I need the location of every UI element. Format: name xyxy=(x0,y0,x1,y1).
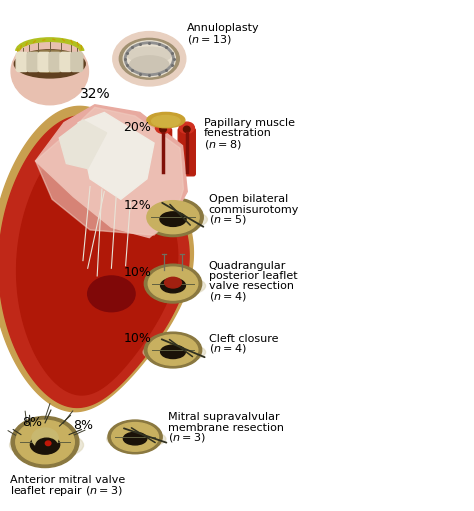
Ellipse shape xyxy=(160,126,166,132)
Ellipse shape xyxy=(9,431,83,459)
Text: 8%: 8% xyxy=(22,415,42,429)
Ellipse shape xyxy=(11,416,79,468)
Ellipse shape xyxy=(113,32,186,86)
Ellipse shape xyxy=(130,56,169,73)
Text: Papillary muscle: Papillary muscle xyxy=(204,118,295,128)
Text: $(n = 13)$: $(n = 13)$ xyxy=(187,33,232,47)
Polygon shape xyxy=(0,106,193,412)
Ellipse shape xyxy=(18,51,82,72)
Ellipse shape xyxy=(46,441,51,446)
Ellipse shape xyxy=(161,278,185,293)
FancyBboxPatch shape xyxy=(155,128,172,176)
Polygon shape xyxy=(17,134,178,395)
Text: $(n = 4)$: $(n = 4)$ xyxy=(209,290,246,303)
Text: posterior leaflet: posterior leaflet xyxy=(209,271,297,281)
Ellipse shape xyxy=(161,345,185,359)
Ellipse shape xyxy=(141,209,207,230)
Polygon shape xyxy=(59,120,107,169)
Ellipse shape xyxy=(108,420,162,454)
Ellipse shape xyxy=(112,423,158,451)
Text: $(n = 3)$: $(n = 3)$ xyxy=(168,431,206,445)
Ellipse shape xyxy=(148,267,198,300)
Polygon shape xyxy=(36,107,183,235)
Ellipse shape xyxy=(143,275,206,296)
Ellipse shape xyxy=(148,335,198,365)
Ellipse shape xyxy=(179,122,194,133)
Ellipse shape xyxy=(127,47,172,63)
Ellipse shape xyxy=(147,112,185,128)
Ellipse shape xyxy=(152,115,180,127)
Polygon shape xyxy=(78,112,154,199)
Ellipse shape xyxy=(155,122,171,133)
Ellipse shape xyxy=(160,212,186,226)
Ellipse shape xyxy=(32,428,58,449)
Text: $(n = 5)$: $(n = 5)$ xyxy=(209,213,246,226)
Polygon shape xyxy=(0,115,189,407)
Text: fenestration: fenestration xyxy=(204,128,272,138)
FancyBboxPatch shape xyxy=(60,52,72,72)
Polygon shape xyxy=(36,105,187,238)
Text: Open bilateral: Open bilateral xyxy=(209,194,288,204)
Text: Anterior mitral valve: Anterior mitral valve xyxy=(10,475,126,485)
Text: $(n = 4)$: $(n = 4)$ xyxy=(209,342,246,355)
FancyBboxPatch shape xyxy=(16,52,28,72)
Ellipse shape xyxy=(143,342,206,362)
Ellipse shape xyxy=(143,198,203,237)
Ellipse shape xyxy=(144,264,201,303)
Text: Mitral supravalvular: Mitral supravalvular xyxy=(168,412,280,423)
Text: 10%: 10% xyxy=(124,266,151,279)
FancyBboxPatch shape xyxy=(27,52,39,72)
Ellipse shape xyxy=(183,126,190,132)
Ellipse shape xyxy=(123,41,175,77)
Text: 8%: 8% xyxy=(73,419,93,432)
Text: commisurotomy: commisurotomy xyxy=(209,204,299,215)
Ellipse shape xyxy=(30,435,60,454)
Text: 20%: 20% xyxy=(124,121,151,134)
Text: leaflet repair $(n = 3)$: leaflet repair $(n = 3)$ xyxy=(10,483,123,498)
FancyBboxPatch shape xyxy=(178,128,195,176)
Text: $(n = 8)$: $(n = 8)$ xyxy=(204,137,241,151)
Ellipse shape xyxy=(11,38,89,105)
Text: 12%: 12% xyxy=(124,199,151,213)
Ellipse shape xyxy=(147,201,199,234)
Ellipse shape xyxy=(119,38,179,79)
FancyBboxPatch shape xyxy=(49,52,61,72)
Text: 32%: 32% xyxy=(80,86,110,101)
Text: 10%: 10% xyxy=(124,332,151,345)
Text: Cleft closure: Cleft closure xyxy=(209,334,278,344)
Ellipse shape xyxy=(16,420,74,464)
Ellipse shape xyxy=(144,332,201,368)
Text: membrane resection: membrane resection xyxy=(168,423,284,433)
Ellipse shape xyxy=(88,276,135,312)
Ellipse shape xyxy=(14,50,85,78)
Ellipse shape xyxy=(123,432,147,445)
Text: Annuloplasty: Annuloplasty xyxy=(187,23,260,33)
Ellipse shape xyxy=(36,438,57,454)
Ellipse shape xyxy=(164,277,182,288)
Text: Quadrangular: Quadrangular xyxy=(209,261,286,271)
Ellipse shape xyxy=(107,430,166,448)
Text: valve resection: valve resection xyxy=(209,281,293,291)
FancyBboxPatch shape xyxy=(71,52,83,72)
FancyBboxPatch shape xyxy=(38,52,50,72)
